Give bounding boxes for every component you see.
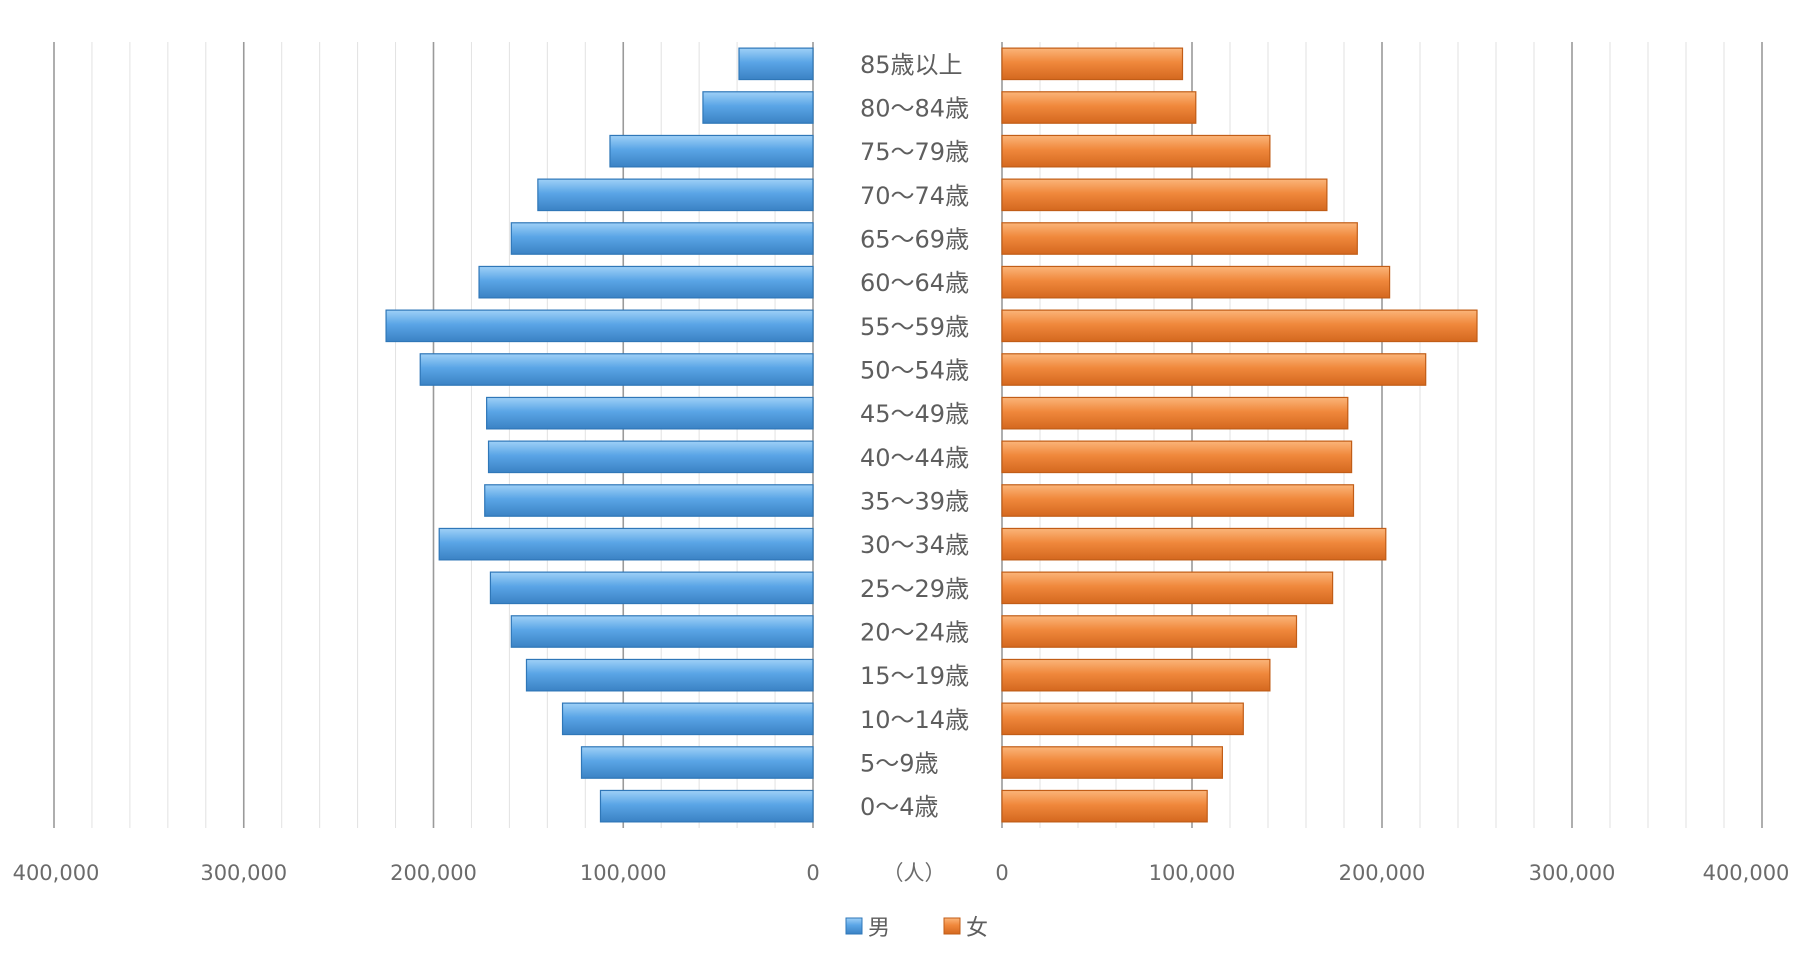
gridlines [53,42,1763,828]
bar-female [1001,222,1358,255]
bar-male [478,265,814,299]
category-label: 65〜69歳 [860,226,969,254]
category-label: 15〜19歳 [860,662,969,690]
bar-male [599,789,814,823]
bar-female [1001,309,1478,343]
category-label: 50〜54歳 [860,357,969,385]
bar-female [1001,178,1328,212]
bar-female [1001,789,1208,823]
legend-swatch-female [943,917,961,935]
bar-female [1001,134,1271,168]
bar-male [385,309,814,343]
category-label: 10〜14歳 [860,706,969,734]
category-label: 70〜74歳 [860,182,969,210]
category-label: 35〜39歳 [860,488,969,516]
category-label: 30〜34歳 [860,531,969,559]
category-label: 5〜9歳 [860,750,939,778]
bar-female [1001,746,1223,779]
category-label: 0〜4歳 [860,793,939,821]
bar-male [561,702,814,736]
tick-label-right: 300,000 [1529,861,1616,885]
axis-tick-labels: （人） 400,000 300,000 200,000 100,000 0 0 100,00… [13,861,1790,885]
bar-female [1001,91,1197,124]
tick-label-left: 400,000 [13,861,100,885]
bars [385,47,1478,823]
tick-label-right: 400,000 [1703,861,1790,885]
bar-female [1001,484,1355,517]
tick-label-left: 200,000 [390,861,477,885]
bar-male [510,615,814,648]
tick-label-left: 0 [806,861,819,885]
bar-female [1001,615,1298,648]
tick-label-right: 200,000 [1339,861,1426,885]
bar-male [484,484,814,517]
category-label: 20〜24歳 [860,619,969,647]
legend: 男 女 [845,916,988,941]
bar-male [580,746,814,779]
category-label: 60〜64歳 [860,269,969,297]
category-label: 85歳以上 [860,51,963,79]
category-label: 40〜44歳 [860,444,969,472]
legend-label-female: 女 [966,916,988,941]
bar-male [738,47,814,81]
bar-female [1001,658,1271,692]
legend-swatch-male [845,917,863,935]
category-label: 45〜49歳 [860,400,969,428]
bar-male [510,222,814,255]
category-label: 55〜59歳 [860,313,969,341]
category-label: 25〜29歳 [860,575,969,603]
bar-female [1001,47,1184,81]
tick-label-left: 100,000 [580,861,667,885]
category-label: 75〜79歳 [860,138,969,166]
bar-male [438,527,814,561]
bar-female [1001,527,1387,561]
bar-male [537,178,814,212]
bar-female [1001,396,1349,430]
bar-male [487,440,814,474]
unit-label: （人） [883,861,946,885]
bar-male [486,396,814,430]
bar-female [1001,440,1353,474]
tick-label-right: 0 [995,861,1008,885]
bar-male [702,91,814,124]
category-labels: 85歳以上 80〜84歳 75〜79歳 70〜74歳 65〜69歳 60〜64歳 55〜59… [860,51,969,821]
bar-male [525,658,814,692]
category-label: 80〜84歳 [860,95,969,123]
tick-label-right: 100,000 [1149,861,1236,885]
bar-female [1001,702,1244,736]
bar-male [419,353,814,386]
bar-male [489,571,814,605]
bar-male [609,134,814,168]
bar-female [1001,571,1334,605]
bar-female [1001,265,1391,299]
legend-label-male: 男 [868,916,890,941]
tick-label-left: 300,000 [200,861,287,885]
bar-female [1001,353,1427,386]
